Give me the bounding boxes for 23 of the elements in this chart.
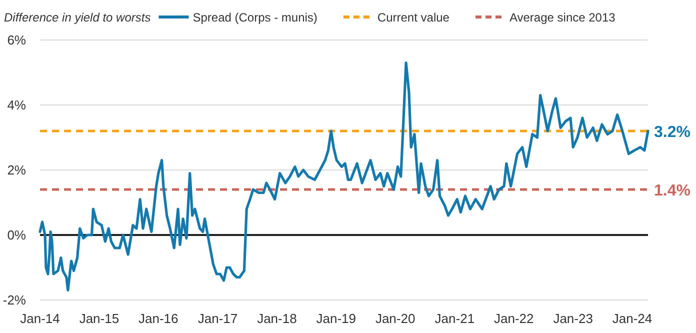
legend-label: Current value bbox=[377, 10, 450, 24]
x-tick-label: Jan-21 bbox=[434, 311, 475, 326]
annotation: 1.4% bbox=[654, 182, 690, 200]
x-tick-label: Jan-17 bbox=[198, 311, 238, 326]
x-tick-label: Jan-15 bbox=[79, 311, 120, 326]
x-tick-label: Jan-23 bbox=[553, 311, 593, 326]
y-axis-title: Difference in yield to worsts bbox=[4, 10, 151, 24]
x-tick-label: Jan-24 bbox=[612, 311, 652, 326]
x-tick-label: Jan-19 bbox=[316, 311, 356, 326]
line-series bbox=[38, 61, 650, 292]
x-tick-label: Jan-14 bbox=[20, 311, 60, 326]
legend-label: Spread (Corps - munis) bbox=[192, 10, 318, 24]
x-tick-label: Jan-20 bbox=[375, 311, 416, 326]
legend-label: Average since 2013 bbox=[509, 10, 616, 24]
annotation: 3.2% bbox=[654, 124, 690, 141]
y-tick-label: 0% bbox=[7, 228, 26, 242]
y-tick-label: 4% bbox=[7, 98, 26, 112]
x-tick-label: Jan-22 bbox=[494, 311, 534, 326]
y-tick-label: 6% bbox=[7, 32, 26, 48]
y-tick-label: 2% bbox=[7, 162, 26, 178]
x-tick-label: Jan-16 bbox=[138, 311, 178, 326]
x-tick-label: Jan-18 bbox=[257, 311, 297, 326]
y-tick-label: -2% bbox=[2, 292, 26, 308]
